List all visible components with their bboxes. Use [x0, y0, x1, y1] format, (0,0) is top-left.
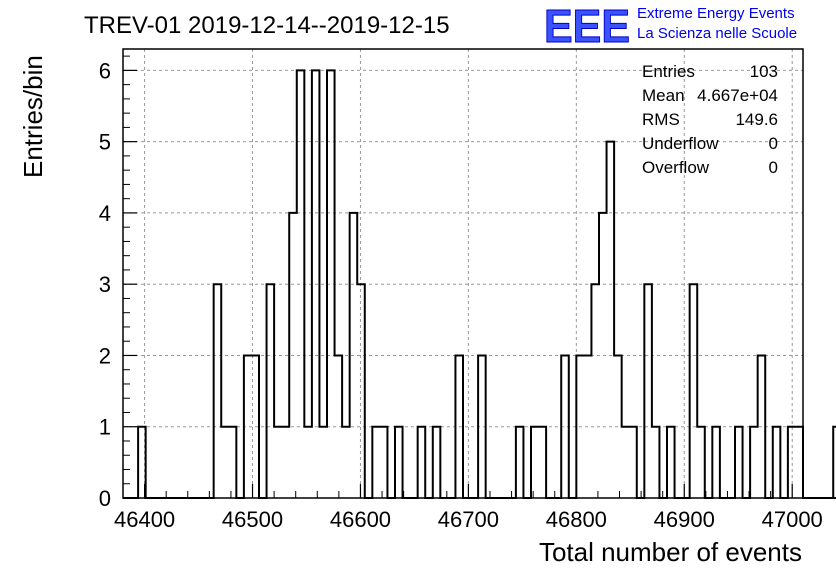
x-axis-ticks: 46400 46500 46600 46700 46800 46900 47000 — [114, 484, 823, 532]
y-axis-label: Entries/bin — [18, 55, 48, 178]
stat-value: 103 — [750, 62, 778, 81]
logo-line-1: Extreme Energy Events — [637, 5, 795, 22]
y-tick-label: 4 — [99, 201, 111, 226]
stat-label: Entries — [642, 62, 695, 81]
stat-label: Overflow — [642, 158, 710, 177]
stat-value: 0 — [769, 134, 778, 153]
x-axis-label: Total number of events — [539, 537, 802, 567]
x-tick-label: 47000 — [762, 507, 823, 532]
y-tick-label: 2 — [99, 343, 111, 368]
x-tick-label: 46600 — [330, 507, 391, 532]
stat-value: 4.667e+04 — [697, 86, 778, 105]
stat-label: Underflow — [642, 134, 719, 153]
y-axis-ticks: 0 1 2 3 4 5 6 — [99, 55, 137, 511]
x-tick-label: 46400 — [114, 507, 175, 532]
y-tick-label: 6 — [99, 58, 111, 83]
stat-value: 0 — [769, 158, 778, 177]
logo-line-2: La Scienza nelle Scuole — [637, 25, 797, 42]
eee-logo-mark: EEE — [544, 0, 630, 52]
y-tick-label: 3 — [99, 272, 111, 297]
stat-label: RMS — [642, 110, 680, 129]
stat-label: Mean — [642, 86, 685, 105]
plot-frame — [122, 48, 804, 499]
stats-box: Entries 103 Mean 4.667e+04 RMS 149.6 Underflow… — [642, 62, 778, 177]
x-tick-label: 46800 — [546, 507, 607, 532]
chart-title: TREV-01 2019-12-14--2019-12-15 — [84, 12, 450, 39]
stat-value: 149.6 — [735, 110, 778, 129]
y-tick-label: 1 — [99, 415, 111, 440]
x-tick-label: 46900 — [654, 507, 715, 532]
eee-logo: EEE Extreme Energy Events La Scienza nel… — [544, 0, 798, 53]
x-tick-label: 46500 — [222, 507, 283, 532]
y-tick-label: 5 — [99, 130, 111, 155]
x-tick-label: 46700 — [438, 507, 499, 532]
y-tick-label: 0 — [99, 486, 111, 511]
